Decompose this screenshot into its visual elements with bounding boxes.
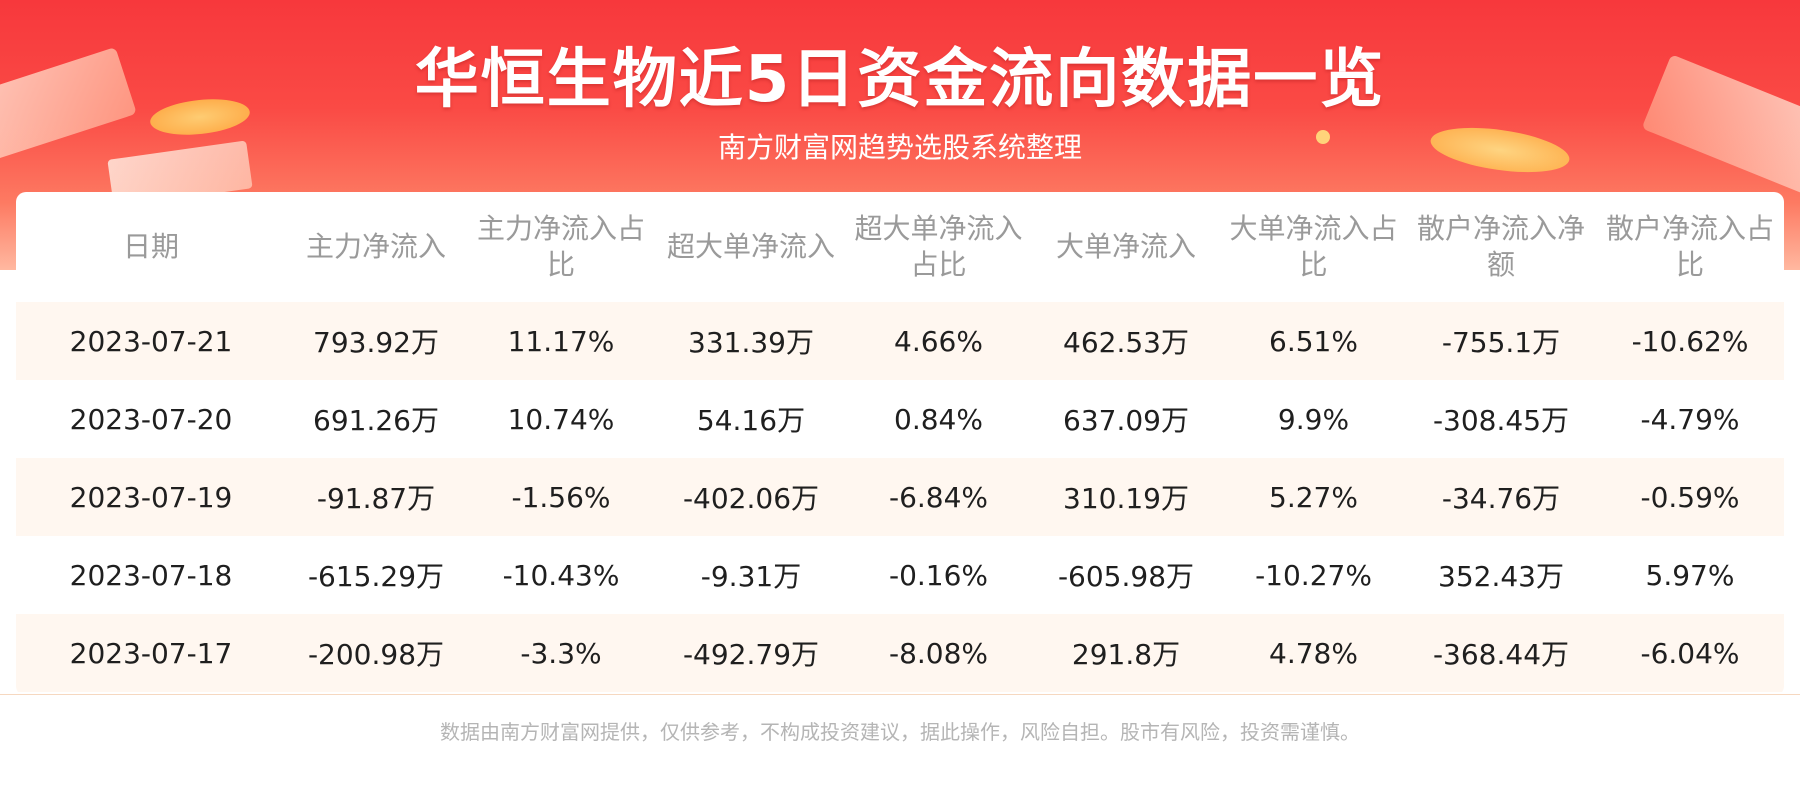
table-cell: 4.66%: [894, 324, 983, 358]
table-cell: 331.39万: [688, 326, 814, 359]
table-cell: -34.76万: [1441, 482, 1561, 515]
table-cell: 5.27%: [1269, 480, 1358, 514]
table-cell: -10.27%: [1255, 558, 1372, 592]
table-cell: 352.43万: [1438, 560, 1564, 593]
table-row: 2023-07-21 793.92万 11.17% 331.39万 4.66% 462.5…: [16, 302, 1784, 380]
table-cell: -8.08%: [888, 636, 989, 670]
page-title: 华恒生物近5日资金流向数据一览: [414, 43, 1386, 117]
column-header: 超大单净流入: [666, 230, 835, 263]
table-cell: 0.84%: [894, 402, 983, 436]
table-cell: 793.92万: [313, 326, 439, 359]
table-cell: 9.9%: [1277, 402, 1350, 436]
table-header-row: 日期 主力净流入 主力净流入占比 超大单净流入 超大单净流入占比 大单净流入 大单净流入占比…: [16, 192, 1784, 302]
column-header: 大单净流入: [1055, 230, 1196, 263]
fund-flow-table: 日期 主力净流入 主力净流入占比 超大单净流入 超大单净流入占比 大单净流入 大单净流入占比…: [16, 192, 1784, 692]
table-row: 2023-07-20 691.26万 10.74% 54.16万 0.84% 637.09…: [16, 380, 1784, 458]
table-cell: -4.79%: [1640, 402, 1740, 436]
table-cell: -0.16%: [888, 558, 989, 592]
table-cell: -402.06万: [682, 482, 820, 515]
table-cell: -492.79万: [682, 638, 820, 671]
table-cell: 6.51%: [1269, 324, 1358, 358]
table-body: 2023-07-21 793.92万 11.17% 331.39万 4.66% 462.5…: [16, 302, 1784, 692]
table-cell: -6.84%: [888, 480, 989, 514]
column-header: 日期: [122, 230, 179, 263]
table-row: 2023-07-18 -615.29万 -10.43% -9.31万 -0.16% -60…: [16, 536, 1784, 614]
table-cell: -3.3%: [520, 636, 602, 670]
table-cell: -10.62%: [1631, 324, 1749, 358]
column-header: 主力净流入: [305, 230, 446, 263]
column-header: 大单净流入占比: [1229, 212, 1398, 281]
table-cell: -6.04%: [1640, 636, 1740, 670]
table-cell: -755.1万: [1441, 326, 1561, 359]
footer-disclaimer: 数据由南方财富网提供，仅供参考，不构成投资建议，据此操作，风险自担。股市有风险，…: [440, 720, 1360, 744]
table-cell: 691.26万: [313, 404, 439, 437]
column-header: 超大单净流入占比: [854, 212, 1023, 281]
table-cell: -605.98万: [1057, 560, 1195, 593]
table-cell: -615.29万: [307, 560, 445, 593]
column-header: 主力净流入占比: [476, 212, 645, 281]
table-cell: 2023-07-19: [69, 480, 233, 514]
page-subtitle: 南方财富网趋势选股系统整理: [717, 131, 1082, 164]
data-table-card: 南方财富网 southmoney.com 日期 主力净流入 主力净流入占比 超大单净流…: [16, 192, 1784, 696]
table-row: 2023-07-19 -91.87万 -1.56% -402.06万 -6.84% 310…: [16, 458, 1784, 536]
table-cell: 2023-07-21: [69, 324, 233, 358]
table-cell: 10.74%: [507, 402, 615, 436]
decorative-dot: [1316, 130, 1330, 144]
table-cell: 11.17%: [507, 324, 615, 358]
footer-divider: [0, 694, 1800, 695]
table-cell: 291.8万: [1071, 638, 1181, 671]
table-cell: -200.98万: [307, 638, 445, 671]
table-cell: 4.78%: [1269, 636, 1358, 670]
table-cell: 2023-07-18: [69, 558, 233, 592]
column-header: 散户净流入占比: [1605, 212, 1774, 281]
table-cell: -368.44万: [1432, 638, 1570, 671]
table-cell: 310.19万: [1063, 482, 1189, 515]
table-cell: 2023-07-17: [69, 636, 233, 670]
table-cell: 2023-07-20: [69, 402, 233, 436]
table-cell: 637.09万: [1063, 404, 1189, 437]
table-cell: 54.16万: [696, 404, 806, 437]
table-cell: -91.87万: [316, 482, 436, 515]
table-cell: -9.31万: [700, 560, 802, 593]
table-cell: -308.45万: [1432, 404, 1570, 437]
table-cell: -0.59%: [1640, 480, 1740, 514]
table-cell: 462.53万: [1063, 326, 1189, 359]
table-cell: -10.43%: [502, 558, 620, 592]
table-cell: -1.56%: [511, 480, 611, 514]
table-cell: 5.97%: [1645, 558, 1735, 592]
column-header: 散户净流入净额: [1416, 212, 1585, 281]
table-row: 2023-07-17 -200.98万 -3.3% -492.79万 -8.08% 291…: [16, 614, 1784, 692]
